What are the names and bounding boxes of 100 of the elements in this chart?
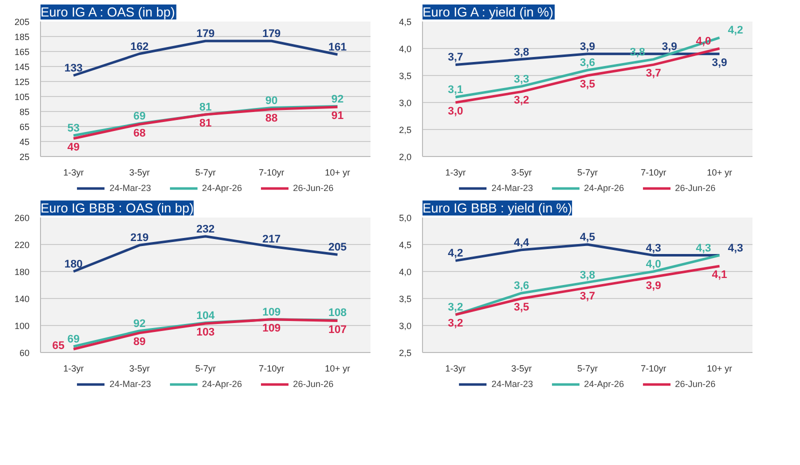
x-tick-label: 3-5yr [129, 168, 150, 178]
data-label: 3,8 [514, 46, 530, 58]
y-tick-label: 25 [19, 152, 30, 162]
y-tick-label: 185 [14, 32, 30, 42]
data-label: 68 [133, 127, 146, 140]
data-label: 103 [196, 326, 215, 338]
data-label: 232 [196, 223, 215, 236]
legend-label: 24-Mar-23 [109, 183, 151, 193]
data-label: 4,5 [580, 232, 596, 244]
data-label: 161 [328, 42, 347, 54]
y-tick-label: 220 [14, 240, 30, 250]
legend-label: 24-Apr-26 [202, 183, 242, 193]
x-tick-label: 3-5yr [511, 168, 532, 178]
data-label: 3,1 [448, 84, 464, 96]
x-tick-label: 5-7yr [195, 168, 216, 178]
data-label: 91 [331, 110, 344, 122]
data-label: 3,6 [514, 280, 530, 292]
y-tick-label: 205 [14, 17, 30, 27]
data-label: 81 [199, 102, 212, 114]
data-label: 92 [133, 318, 146, 330]
data-label: 65 [52, 340, 65, 352]
chart-title: Euro IG BBB : yield (in %) [422, 200, 572, 216]
data-label: 3,9 [712, 56, 728, 69]
y-tick-label: 3,0 [398, 321, 412, 331]
data-label: 69 [133, 110, 146, 122]
data-label: 3,9 [580, 40, 596, 53]
y-tick-label: 2,5 [398, 125, 412, 135]
x-tick-label: 1-3yr [63, 168, 84, 178]
data-label: 4,1 [712, 269, 728, 282]
y-tick-label: 140 [14, 294, 30, 304]
data-label: 4,4 [514, 236, 530, 249]
x-tick-label: 1-3yr [445, 168, 466, 178]
data-label: 49 [67, 142, 80, 154]
data-label: 219 [130, 232, 149, 244]
data-label: 3,2 [448, 318, 464, 330]
x-tick-label: 1-3yr [445, 364, 466, 374]
data-label: 109 [262, 306, 281, 318]
data-label: 90 [265, 94, 278, 107]
data-label: 107 [328, 324, 347, 336]
x-tick-label: 7-10yr [258, 168, 284, 178]
y-tick-label: 4,5 [398, 17, 412, 27]
data-label: 3,6 [580, 57, 596, 70]
data-label: 3,7 [646, 68, 662, 80]
legend-label: 24-Mar-23 [109, 379, 151, 389]
data-label: 162 [130, 40, 149, 53]
y-tick-label: 5,0 [398, 213, 412, 223]
x-tick-label: 10+ yr [324, 364, 350, 374]
y-tick-label: 4,0 [398, 44, 412, 54]
data-label: 133 [64, 62, 83, 74]
legend-label: 24-Apr-26 [584, 183, 624, 193]
data-label: 4,2 [728, 24, 744, 37]
y-tick-label: 3,5 [398, 71, 412, 81]
chart-title: Euro IG A : OAS (in bp) [40, 4, 175, 20]
legend-label: 24-Mar-23 [491, 379, 533, 389]
data-label: 179 [196, 28, 215, 40]
y-tick-label: 125 [14, 77, 30, 87]
chart-title: Euro IG BBB : OAS (in bp) [40, 200, 194, 216]
x-tick-label: 5-7yr [577, 364, 598, 374]
data-label: 3,8 [580, 269, 596, 282]
data-label: 3,9 [646, 280, 662, 292]
data-label: 4,0 [646, 258, 662, 270]
legend-label: 24-Apr-26 [202, 379, 242, 389]
y-tick-label: 65 [19, 122, 30, 132]
data-label: 4,3 [646, 242, 662, 254]
data-label: 217 [262, 234, 281, 246]
x-tick-label: 10+ yr [706, 168, 732, 178]
y-tick-label: 3,5 [398, 294, 412, 304]
data-label: 53 [67, 122, 80, 134]
x-tick-label: 7-10yr [640, 364, 666, 374]
y-tick-label: 100 [14, 321, 30, 331]
y-tick-label: 45 [19, 137, 30, 147]
y-tick-label: 260 [14, 213, 30, 223]
x-tick-label: 10+ yr [706, 364, 732, 374]
y-tick-label: 3,0 [398, 98, 412, 108]
data-label: 3,7 [448, 52, 464, 64]
data-label: 109 [262, 322, 281, 334]
data-label: 69 [67, 333, 80, 346]
y-tick-label: 60 [19, 348, 30, 358]
data-label: 104 [196, 310, 216, 322]
data-label: 4,2 [448, 248, 464, 260]
legend-label: 24-Apr-26 [584, 379, 624, 389]
y-tick-label: 145 [14, 62, 30, 72]
data-label: 3,2 [448, 302, 464, 314]
data-label: 3,3 [514, 73, 530, 86]
y-tick-label: 105 [14, 92, 30, 102]
x-tick-label: 3-5yr [129, 364, 150, 374]
data-label: 179 [262, 28, 281, 40]
data-label: 3,2 [514, 94, 530, 107]
data-label: 3,5 [514, 302, 530, 314]
data-label: 4,3 [696, 242, 712, 254]
y-tick-label: 85 [19, 107, 30, 117]
data-label: 4,3 [728, 242, 744, 254]
data-label: 3,7 [580, 290, 596, 303]
data-label: 3,9 [662, 40, 678, 53]
data-label: 92 [331, 93, 344, 106]
y-tick-label: 2,0 [398, 152, 412, 162]
data-label: 3,5 [580, 78, 596, 90]
legend-label: 26-Jun-26 [675, 183, 716, 193]
x-tick-label: 10+ yr [324, 168, 350, 178]
legend-label: 26-Jun-26 [293, 379, 334, 389]
